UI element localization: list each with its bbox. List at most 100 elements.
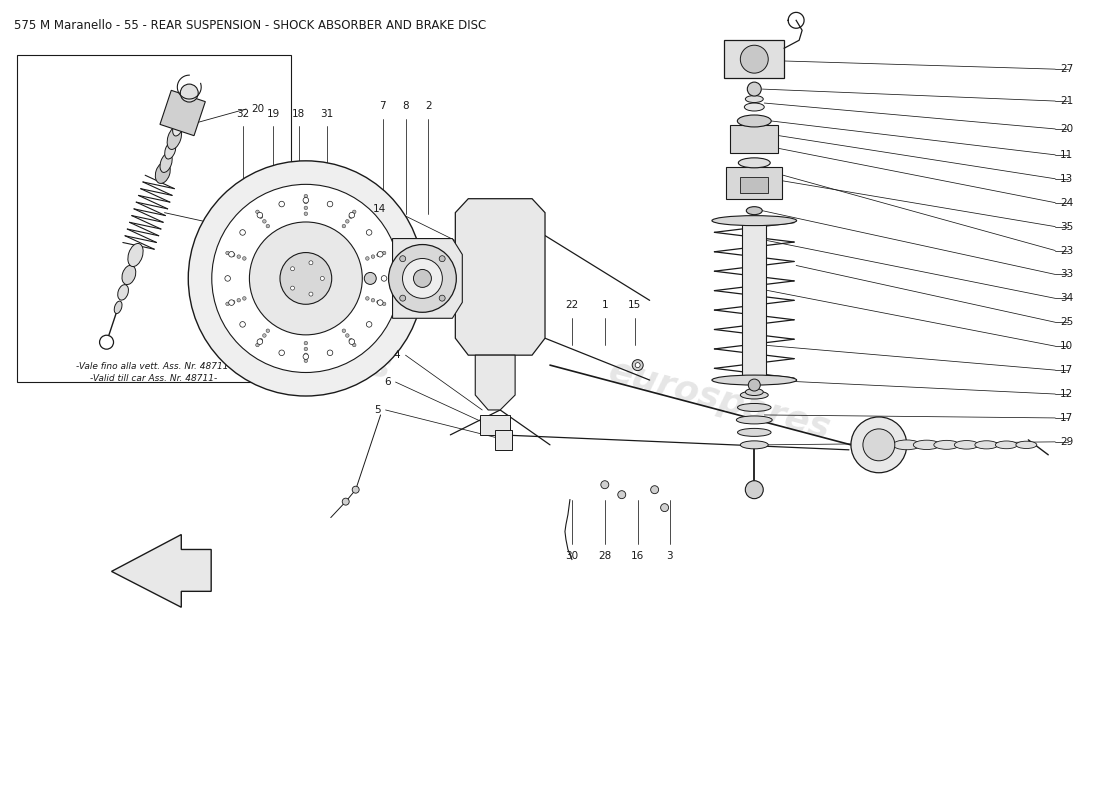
Ellipse shape xyxy=(1016,441,1037,449)
Text: 12: 12 xyxy=(1060,389,1074,399)
Circle shape xyxy=(366,322,372,327)
Circle shape xyxy=(229,300,234,306)
Circle shape xyxy=(349,338,353,342)
Text: 4: 4 xyxy=(394,350,400,360)
Circle shape xyxy=(661,504,669,512)
Circle shape xyxy=(377,300,383,306)
Ellipse shape xyxy=(738,158,770,168)
Circle shape xyxy=(399,295,406,301)
Text: 31: 31 xyxy=(320,109,333,119)
Text: 18: 18 xyxy=(293,109,306,119)
Circle shape xyxy=(345,334,349,338)
Circle shape xyxy=(257,212,263,218)
Circle shape xyxy=(304,342,308,345)
Ellipse shape xyxy=(740,441,768,449)
Circle shape xyxy=(365,297,370,300)
Text: 8: 8 xyxy=(403,101,409,111)
Circle shape xyxy=(304,206,308,210)
Polygon shape xyxy=(393,238,462,318)
Text: 17: 17 xyxy=(1060,413,1074,423)
Circle shape xyxy=(746,481,763,498)
Text: 30: 30 xyxy=(565,551,579,562)
Circle shape xyxy=(236,298,241,302)
Ellipse shape xyxy=(122,266,135,285)
Circle shape xyxy=(327,350,333,355)
Ellipse shape xyxy=(114,301,122,314)
Circle shape xyxy=(366,230,372,235)
Text: 20: 20 xyxy=(1060,124,1074,134)
Ellipse shape xyxy=(934,440,959,450)
Circle shape xyxy=(371,298,375,302)
Text: 7: 7 xyxy=(379,101,386,111)
Circle shape xyxy=(376,300,381,304)
Text: 10: 10 xyxy=(251,226,264,235)
Circle shape xyxy=(229,251,234,257)
Circle shape xyxy=(349,214,353,218)
Circle shape xyxy=(352,343,356,347)
Circle shape xyxy=(342,498,349,505)
Circle shape xyxy=(349,212,354,218)
Text: 11: 11 xyxy=(1060,150,1074,160)
Ellipse shape xyxy=(955,441,979,449)
Circle shape xyxy=(304,353,308,357)
Text: 23: 23 xyxy=(1060,246,1074,255)
Polygon shape xyxy=(730,125,778,153)
Circle shape xyxy=(650,486,659,494)
Circle shape xyxy=(255,343,260,347)
Circle shape xyxy=(257,339,263,345)
Circle shape xyxy=(260,338,263,342)
Text: 6: 6 xyxy=(384,377,390,387)
Text: 1: 1 xyxy=(602,300,608,310)
Ellipse shape xyxy=(746,95,763,102)
Text: 25: 25 xyxy=(1060,318,1074,327)
Circle shape xyxy=(231,253,235,257)
Text: 26: 26 xyxy=(358,234,371,243)
Text: 27: 27 xyxy=(1060,64,1074,74)
Ellipse shape xyxy=(712,216,796,226)
Text: 28: 28 xyxy=(598,551,612,562)
Circle shape xyxy=(399,256,406,262)
Text: 13: 13 xyxy=(1060,174,1074,184)
Circle shape xyxy=(342,224,345,228)
Circle shape xyxy=(263,219,266,223)
Text: 35: 35 xyxy=(1060,222,1074,232)
Circle shape xyxy=(290,286,295,290)
Ellipse shape xyxy=(746,206,762,214)
Circle shape xyxy=(439,256,446,262)
Circle shape xyxy=(740,46,768,73)
Ellipse shape xyxy=(746,389,763,395)
Circle shape xyxy=(371,255,375,258)
Circle shape xyxy=(632,360,644,370)
Circle shape xyxy=(327,202,333,207)
Ellipse shape xyxy=(893,440,921,450)
Circle shape xyxy=(180,84,198,102)
Text: 10: 10 xyxy=(1060,341,1074,351)
Circle shape xyxy=(345,219,349,223)
Ellipse shape xyxy=(155,162,170,183)
Circle shape xyxy=(304,194,308,198)
Text: 9: 9 xyxy=(349,263,355,274)
Circle shape xyxy=(309,292,312,296)
Text: 24: 24 xyxy=(1060,198,1074,208)
Text: 5: 5 xyxy=(374,405,381,415)
Ellipse shape xyxy=(167,126,182,150)
Text: eurospares: eurospares xyxy=(166,294,396,386)
Circle shape xyxy=(388,245,456,312)
Ellipse shape xyxy=(118,285,129,300)
Ellipse shape xyxy=(165,142,176,159)
Text: 14: 14 xyxy=(372,204,386,214)
Text: 2: 2 xyxy=(425,101,431,111)
Polygon shape xyxy=(742,221,767,380)
Circle shape xyxy=(224,276,230,282)
Circle shape xyxy=(383,302,386,306)
Ellipse shape xyxy=(745,103,764,111)
Ellipse shape xyxy=(737,115,771,127)
Circle shape xyxy=(255,210,260,214)
Polygon shape xyxy=(726,167,782,198)
Text: 34: 34 xyxy=(1060,294,1074,303)
Text: 32: 32 xyxy=(236,109,250,119)
Text: 22: 22 xyxy=(565,300,579,310)
Text: 16: 16 xyxy=(631,551,645,562)
Circle shape xyxy=(364,273,376,285)
Circle shape xyxy=(304,347,308,350)
